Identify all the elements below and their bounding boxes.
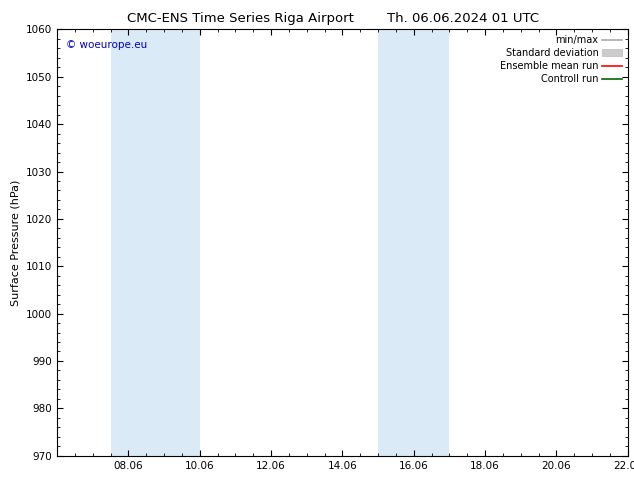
- Bar: [378, 29, 450, 456]
- Text: Th. 06.06.2024 01 UTC: Th. 06.06.2024 01 UTC: [387, 12, 539, 25]
- Legend: min/max, Standard deviation, Ensemble mean run, Controll run: min/max, Standard deviation, Ensemble me…: [496, 31, 626, 88]
- Text: © woeurope.eu: © woeurope.eu: [66, 40, 147, 50]
- Bar: [110, 29, 200, 456]
- Text: CMC-ENS Time Series Riga Airport: CMC-ENS Time Series Riga Airport: [127, 12, 354, 25]
- Y-axis label: Surface Pressure (hPa): Surface Pressure (hPa): [10, 179, 20, 306]
